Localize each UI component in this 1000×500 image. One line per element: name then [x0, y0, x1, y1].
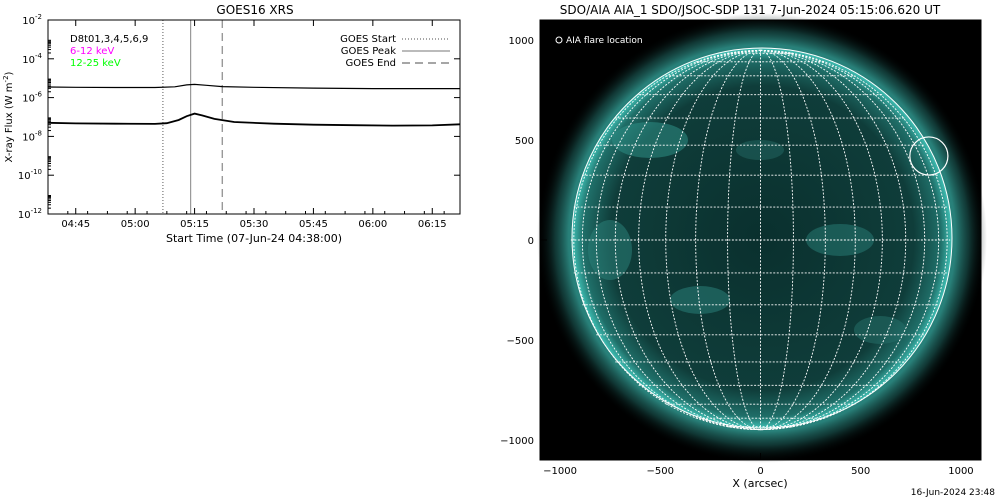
aia-x-tick-label: −1000 [543, 466, 577, 477]
longitude-line [727, 49, 761, 431]
legend-goes-start: GOES Start [340, 34, 396, 45]
aia-image-panel: SDO/AIA AIA_1 SDO/JSOC-SDP 131 7-Jun-202… [500, 3, 987, 490]
aia-x-ticks: −1000 −500 0 500 1000 [543, 453, 974, 477]
longitude-line [760, 49, 856, 431]
flare-legend-label: AIA flare location [566, 36, 643, 46]
longitude-line [665, 49, 761, 431]
aia-y-ticks: −1000 −500 0 500 1000 [500, 36, 547, 447]
aia-x-label: X (arcsec) [732, 477, 787, 490]
goes-x-tick-label: 04:45 [61, 219, 90, 230]
aia-x-tick-label: −500 [647, 466, 674, 477]
goes-y-tick-exp: -10 [31, 168, 42, 176]
goes-y-label-main: X-ray Flux (W m [4, 82, 15, 162]
goes-x-ticks: 04:45 05:00 05:15 05:30 05:45 06:00 06:15 [47, 20, 447, 230]
goes-y-tick-base: 10 [22, 16, 35, 27]
goes-y-tick-label: 10-10 [18, 168, 42, 182]
goes-y-tick-exp: -6 [35, 91, 43, 99]
heliographic-grid [570, 49, 951, 431]
goes-y-tick-exp: -12 [31, 207, 42, 215]
longitude-line [760, 49, 794, 431]
aia-y-tick-label: −1000 [500, 436, 534, 447]
goes-y-tick-label: 10-6 [22, 91, 42, 105]
aia-y-tick-label: 1000 [509, 36, 534, 47]
detector-label: D8t01,3,4,5,6,9 [70, 34, 148, 45]
aia-y-tick-label: 500 [515, 136, 534, 147]
series-short-channel [47, 112, 461, 127]
goes-x-tick-label: 05:45 [299, 219, 328, 230]
solar-limb [571, 47, 953, 429]
legend-goes-peak: GOES Peak [341, 46, 396, 57]
legend-channel-6-12: 6-12 keV [70, 46, 114, 57]
goes-y-tick-exp: -2 [35, 13, 42, 21]
event-legend: GOES Start GOES Peak GOES End [340, 34, 450, 69]
aia-y-tick-label: −500 [507, 336, 534, 347]
goes-x-label: Start Time (07-Jun-24 04:38:00) [166, 232, 342, 245]
series-long-channel [47, 83, 460, 90]
goes-y-label: X-ray Flux (W m-2) [2, 71, 15, 162]
longitude-line [695, 49, 761, 431]
goes-x-tick-label: 06:00 [358, 219, 387, 230]
aia-x-tick-label: 1000 [948, 466, 973, 477]
flare-location-circle [909, 136, 949, 176]
longitude-line [573, 49, 761, 431]
flare-legend-marker [555, 36, 563, 44]
goes-y-tick-exp: -8 [35, 129, 42, 137]
goes-x-tick-label: 05:00 [121, 219, 150, 230]
goes-x-tick-label: 05:30 [240, 219, 269, 230]
footer-timestamp: 16-Jun-2024 23:48 [911, 488, 995, 498]
active-regions [588, 122, 906, 344]
goes-y-tick-base: 10 [18, 171, 31, 182]
goes-y-tick-exp: -4 [35, 52, 43, 60]
goes-y-tick-base: 10 [18, 210, 31, 221]
goes-x-tick-label: 06:15 [418, 219, 447, 230]
goes-y-tick-label: 10-4 [22, 52, 42, 66]
goes-y-tick-base: 10 [22, 55, 35, 66]
aia-x-tick-label: 500 [851, 466, 870, 477]
longitude-line [760, 49, 907, 431]
aia-image-title: SDO/AIA AIA_1 SDO/JSOC-SDP 131 7-Jun-202… [560, 3, 941, 17]
goes-y-label-close: ) [4, 71, 15, 75]
longitude-line [595, 49, 761, 431]
goes-y-label-sup: -2 [2, 75, 10, 82]
goes-y-tick-base: 10 [22, 132, 35, 143]
longitude-line [760, 49, 926, 431]
longitude-line [760, 49, 826, 431]
goes-chart-title: GOES16 XRS [216, 3, 293, 17]
goes-y-tick-label: 10-8 [22, 129, 42, 143]
goes-y-tick-label: 10-12 [18, 207, 42, 221]
goes-y-tick-label: 10-2 [22, 13, 42, 27]
goes-y-tick-base: 10 [22, 94, 35, 105]
longitude-line [760, 49, 940, 431]
legend-channel-12-25: 12-25 keV [70, 58, 121, 69]
aia-y-tick-label: 0 [528, 236, 534, 247]
goes-x-tick-label: 05:15 [180, 219, 209, 230]
legend-goes-end: GOES End [346, 58, 396, 69]
aia-x-tick-label: 0 [757, 466, 763, 477]
longitude-line [614, 49, 761, 431]
